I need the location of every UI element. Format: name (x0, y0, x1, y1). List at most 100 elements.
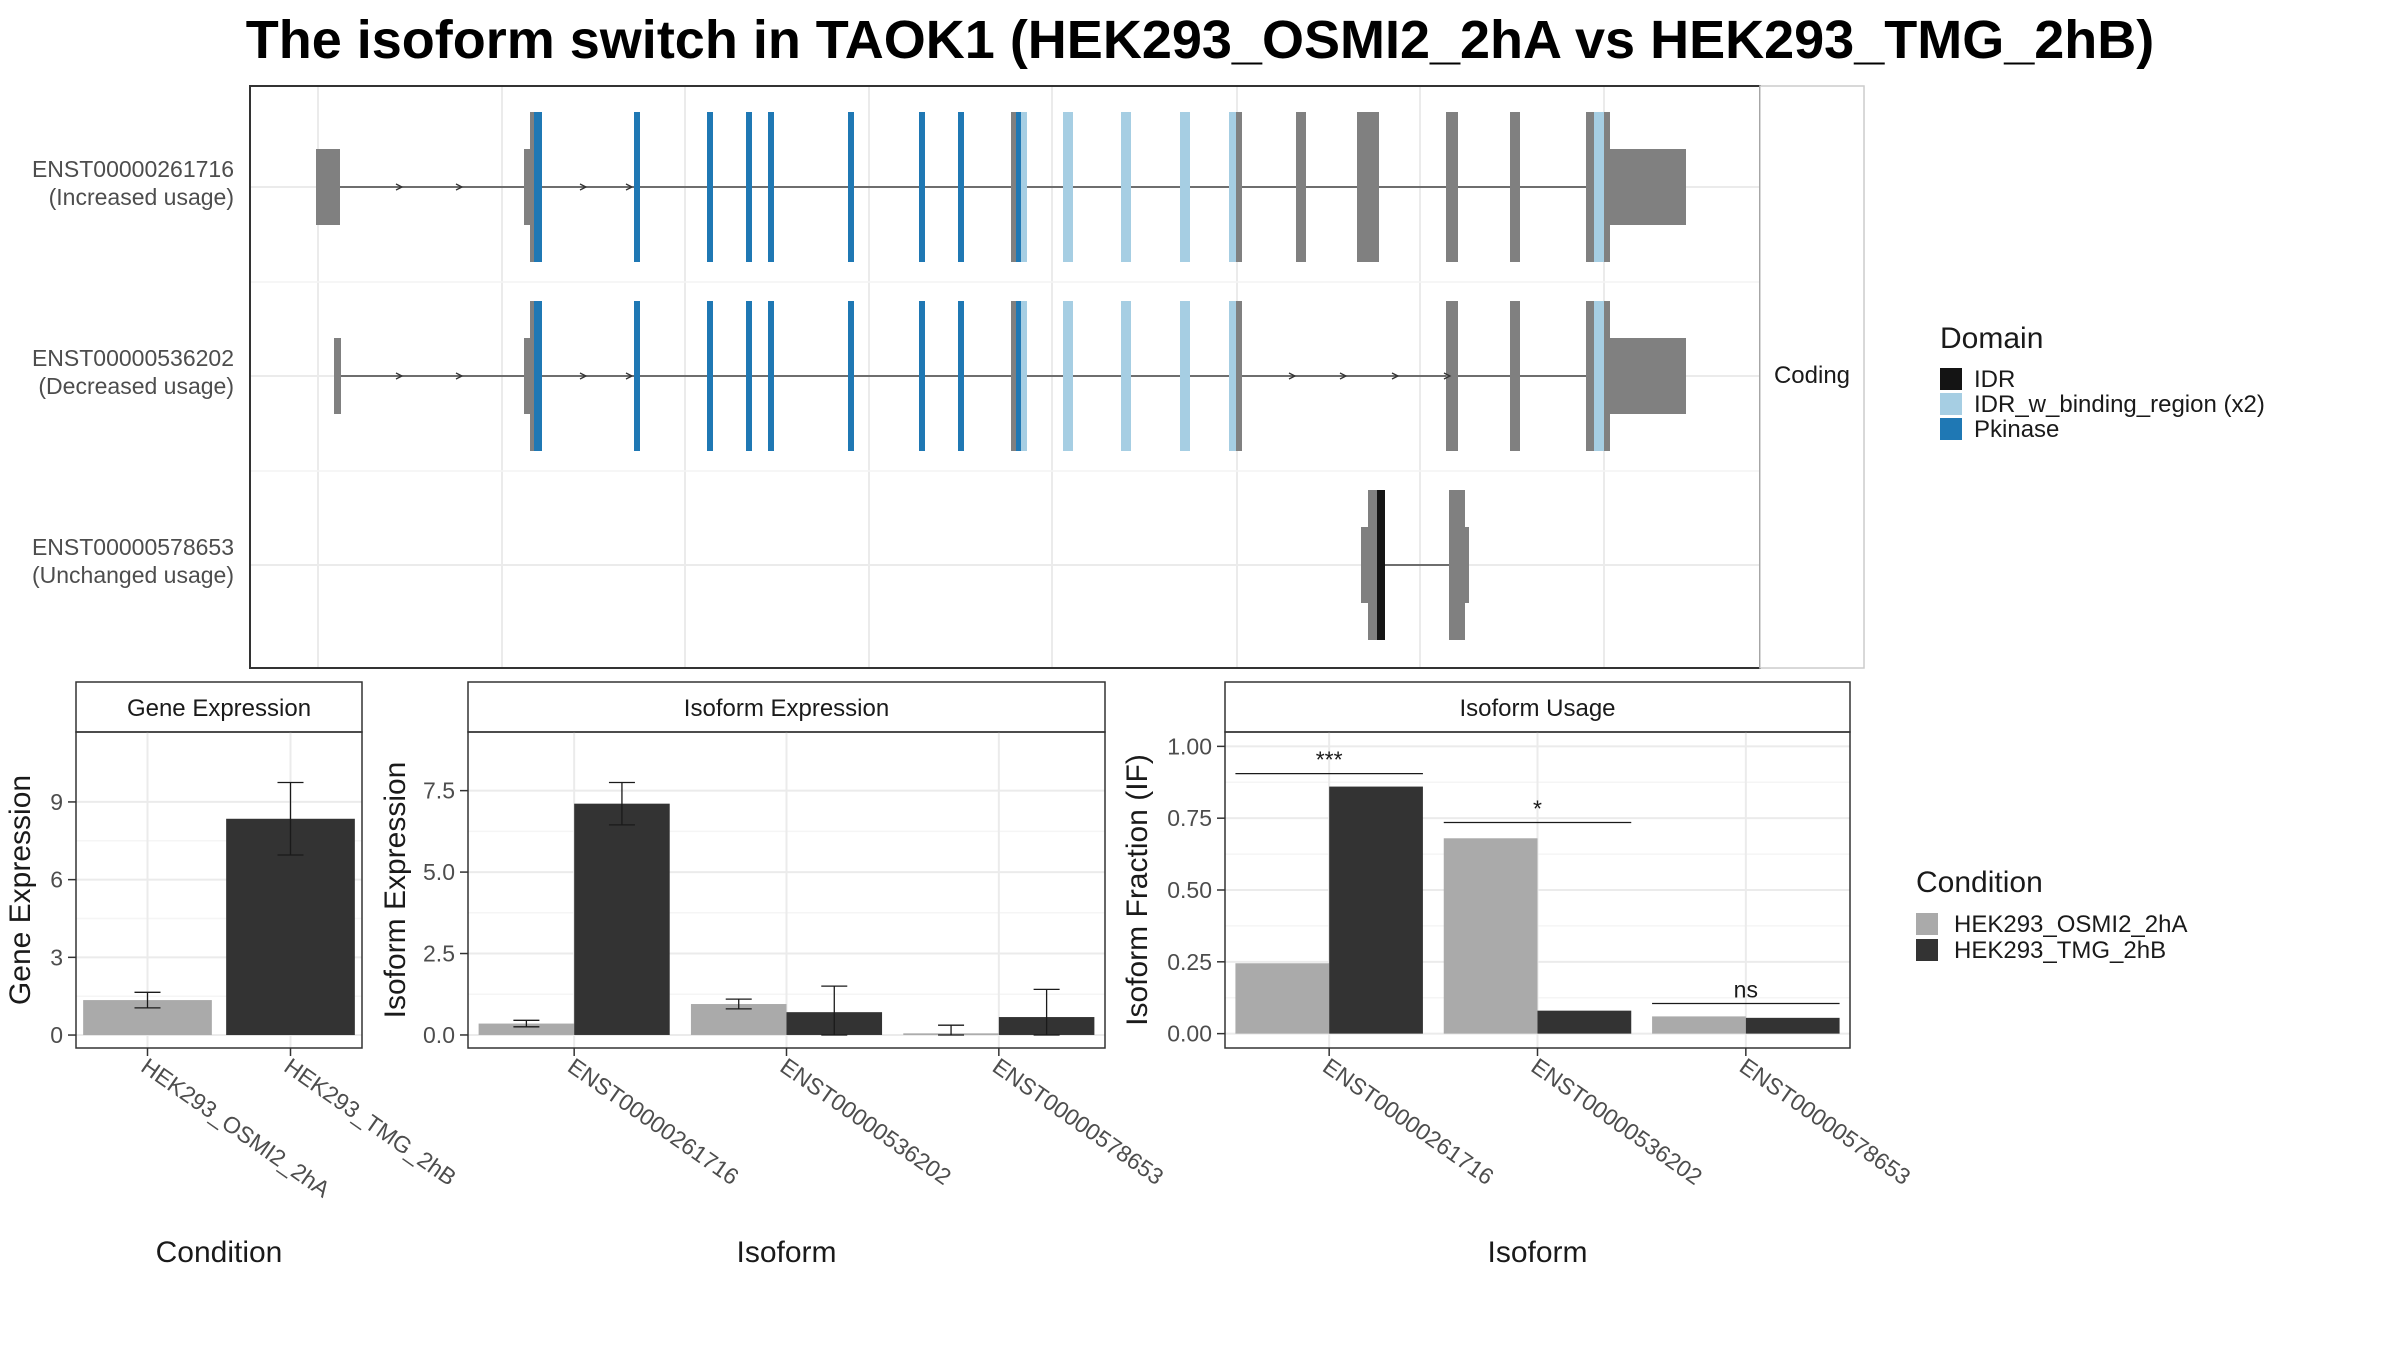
domain-idr-binding (1229, 112, 1238, 262)
domain-pkinase (534, 301, 542, 451)
bar (1745, 1017, 1840, 1034)
domain-pkinase (746, 301, 752, 451)
exon-5prime (524, 338, 532, 414)
y-tick-label: 0.75 (1167, 805, 1212, 831)
x-tick-label: ENST00000261716 (1318, 1053, 1498, 1190)
exon (1586, 301, 1596, 451)
condition-legend-swatch (1916, 939, 1938, 961)
intron-direction-arrow (579, 372, 588, 380)
domain-legend-label: IDR_w_binding_region (x2) (1974, 391, 2265, 418)
title-layer: The isoform switch in TAOK1 (HEK293_OSMI… (246, 10, 2154, 70)
main-title: The isoform switch in TAOK1 (HEK293_OSMI… (246, 10, 2154, 70)
bar (1537, 1010, 1632, 1034)
exon (1446, 112, 1458, 262)
bar (478, 1023, 575, 1035)
exon-3prime-utr (1608, 149, 1686, 225)
domain-pkinase (848, 301, 854, 451)
panel-strip (467, 681, 1106, 733)
domain-idr-binding (1180, 301, 1190, 451)
intron-direction-arrow (579, 183, 588, 191)
y-axis-label: Gene Expression (4, 775, 37, 1005)
domain-idr-binding (1021, 301, 1027, 451)
y-tick-label: 0.50 (1167, 877, 1212, 903)
condition-legend-label: HEK293_TMG_2hB (1954, 937, 2166, 964)
condition-legend-title: Condition (1916, 866, 2043, 899)
domain-idr-binding (1180, 112, 1190, 262)
x-tick-label: ENST00000536202 (1527, 1053, 1707, 1190)
domain-pkinase (634, 301, 640, 451)
x-tick-label: ENST00000261716 (563, 1053, 743, 1190)
domain-idr-binding (1121, 301, 1131, 451)
exon (1586, 112, 1596, 262)
bar (574, 803, 670, 1035)
domain-pkinase (848, 112, 854, 262)
domain-pkinase (958, 301, 964, 451)
domain-legend-swatch (1940, 368, 1962, 390)
domain-legend-label: Pkinase (1974, 416, 2059, 443)
transcript-id-label: ENST00000578653 (32, 534, 234, 560)
domain-pkinase (746, 112, 752, 262)
x-axis-label: Isoform (736, 1236, 836, 1269)
exon (1361, 527, 1371, 603)
intron-direction-arrow (1391, 372, 1400, 380)
exon (1296, 112, 1306, 262)
domain-idr (1377, 490, 1385, 640)
transcript-id-label: ENST00000261716 (32, 156, 234, 182)
domain-pkinase (707, 112, 713, 262)
domain-legend-title: Domain (1940, 322, 2043, 355)
bar (1329, 786, 1423, 1034)
x-tick-label: ENST00000578653 (988, 1053, 1168, 1190)
y-tick-label: 2.5 (423, 941, 455, 967)
domain-pkinase (707, 301, 713, 451)
exon (1604, 301, 1610, 451)
y-tick-label: 9 (50, 789, 63, 815)
bar (1443, 838, 1538, 1034)
domain-idr-binding (1594, 112, 1606, 262)
domain-pkinase (634, 112, 640, 262)
exon (1463, 527, 1469, 603)
domain-idr-binding (1021, 112, 1027, 262)
exon (1236, 112, 1242, 262)
significance-label: ns (1734, 976, 1758, 1002)
panel-title: Isoform Usage (1459, 695, 1615, 722)
intron-direction-arrow (395, 372, 404, 380)
panel-title: Gene Expression (127, 695, 311, 722)
exon-5prime (334, 338, 341, 414)
y-axis-label: Isoform Expression (379, 762, 412, 1019)
panel-title: Isoform Expression (684, 695, 889, 722)
domain-idr-binding (1594, 301, 1606, 451)
domain-pkinase (768, 301, 774, 451)
x-axis-label: Condition (156, 1236, 283, 1269)
transcript-usage-label: (Unchanged usage) (32, 562, 234, 588)
transcript-usage-label: (Increased usage) (49, 184, 234, 210)
intron-direction-arrow (455, 372, 464, 380)
domain-pkinase (768, 112, 774, 262)
transcript-usage-label: (Decreased usage) (38, 373, 234, 399)
facet-strip (1759, 85, 1865, 669)
intron-direction-arrow (1288, 372, 1297, 380)
isoform-expression-panel: Isoform Expression 0.0 2.5 5.0 7.5 ENST000002… (379, 681, 1168, 1269)
bar (1235, 963, 1330, 1034)
domain-pkinase (1016, 112, 1022, 262)
y-tick-label: 1.00 (1167, 733, 1212, 759)
condition-legend-swatch (1916, 913, 1938, 935)
y-axis-label: Isoform Fraction (IF) (1121, 754, 1154, 1026)
intron-direction-arrow (395, 183, 404, 191)
significance-label: * (1533, 795, 1542, 821)
exon (1510, 301, 1520, 451)
exon (1449, 490, 1465, 640)
domain-pkinase (958, 112, 964, 262)
domain-legend-swatch (1940, 418, 1962, 440)
y-tick-label: 7.5 (423, 778, 455, 804)
condition-legend-label: HEK293_OSMI2_2hA (1954, 911, 2187, 938)
x-axis-label: Isoform (1487, 1236, 1587, 1269)
y-tick-label: 6 (50, 867, 63, 893)
y-tick-label: 0.00 (1167, 1021, 1212, 1047)
exon (1357, 112, 1379, 262)
domain-pkinase (919, 112, 925, 262)
intron-direction-arrow (1443, 372, 1452, 380)
